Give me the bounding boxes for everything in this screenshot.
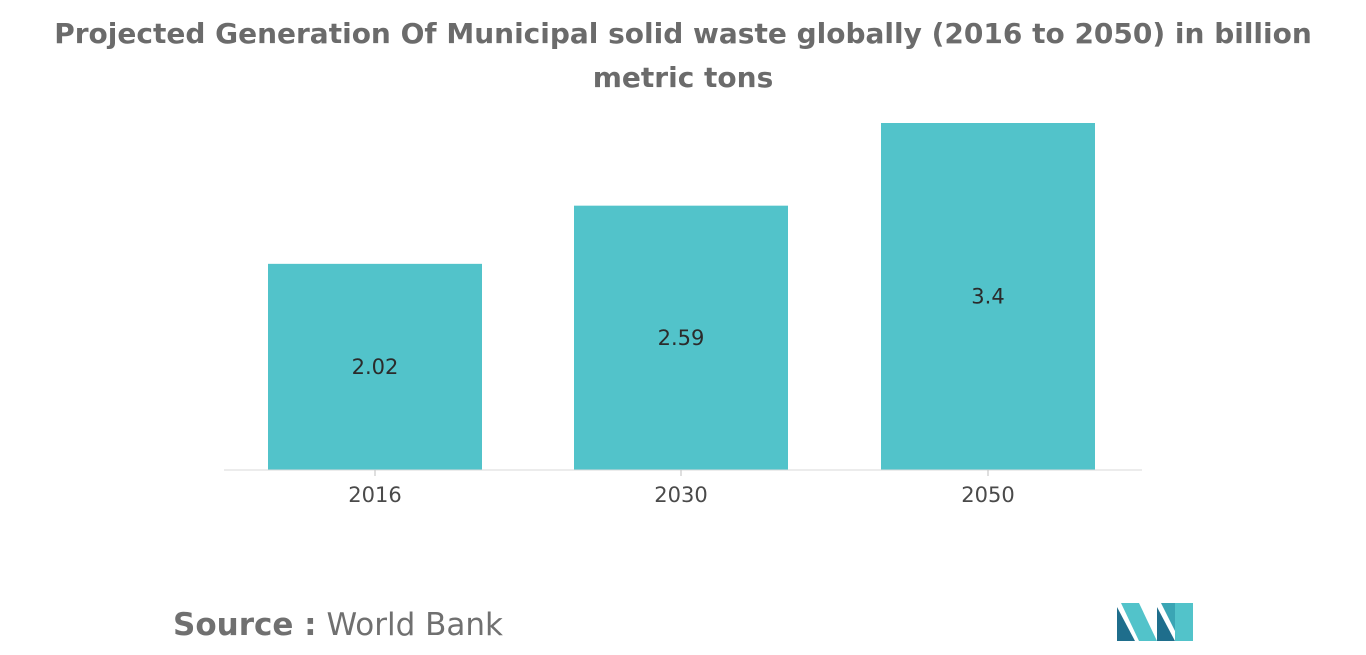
x-tick-label-2016: 2016	[348, 483, 401, 507]
bar-2050	[881, 123, 1095, 470]
source-value: World Bank	[326, 607, 503, 643]
labels-layer: 2.02 2016 2.59 2030 3.4 2050	[348, 285, 1014, 508]
chart-title: Projected Generation Of Municipal solid …	[54, 17, 1312, 94]
data-label-2050: 3.4	[971, 285, 1004, 309]
mordor-intelligence-logo-icon	[1117, 603, 1193, 641]
bar-chart: 2.02 2016 2.59 2030 3.4 2050	[224, 123, 1142, 508]
bar-2016	[268, 263, 482, 470]
ticks-layer	[374, 470, 989, 476]
bars-layer	[268, 123, 1095, 470]
data-label-2030: 2.59	[658, 326, 705, 350]
data-label-2016: 2.02	[352, 355, 399, 379]
source-label: Source :	[173, 607, 317, 643]
x-tick-label-2030: 2030	[654, 483, 707, 507]
source-note: Source : World Bank	[173, 605, 503, 645]
bar-2030	[574, 205, 788, 470]
x-tick-label-2050: 2050	[961, 483, 1014, 507]
